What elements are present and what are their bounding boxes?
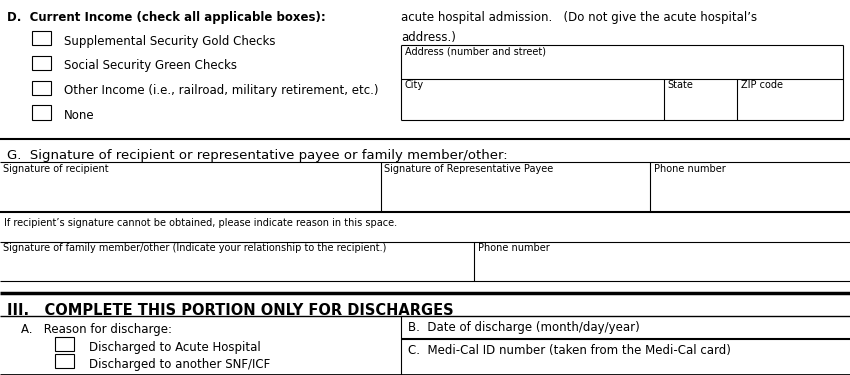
- Text: Address (number and street): Address (number and street): [405, 46, 546, 57]
- Text: ZIP code: ZIP code: [740, 80, 783, 90]
- Text: D.  Current Income (check all applicable boxes):: D. Current Income (check all applicable …: [7, 10, 326, 24]
- Text: City: City: [405, 80, 423, 90]
- Text: C.  Medi-Cal ID number (taken from the Medi-Cal card): C. Medi-Cal ID number (taken from the Me…: [408, 344, 731, 357]
- Text: Other Income (i.e., railroad, military retirement, etc.): Other Income (i.e., railroad, military r…: [64, 84, 378, 97]
- Text: If recipient’s signature cannot be obtained, please indicate reason in this spac: If recipient’s signature cannot be obtai…: [4, 217, 397, 228]
- Bar: [32, 56, 51, 70]
- Text: Signature of recipient: Signature of recipient: [3, 164, 109, 174]
- Text: B.  Date of discharge (month/day/year): B. Date of discharge (month/day/year): [408, 321, 640, 334]
- Text: III.   COMPLETE THIS PORTION ONLY FOR DISCHARGES: III. COMPLETE THIS PORTION ONLY FOR DISC…: [7, 303, 453, 318]
- Bar: [55, 337, 74, 351]
- Text: Social Security Green Checks: Social Security Green Checks: [64, 59, 237, 72]
- Text: Discharged to Acute Hospital: Discharged to Acute Hospital: [89, 341, 261, 354]
- Text: acute hospital admission.   (Do not give the acute hospital’s: acute hospital admission. (Do not give t…: [401, 10, 757, 24]
- Bar: [55, 354, 74, 368]
- Text: Signature of Representative Payee: Signature of Representative Payee: [384, 164, 553, 174]
- Bar: [32, 81, 51, 95]
- Text: State: State: [667, 80, 694, 90]
- Text: Phone number: Phone number: [478, 243, 549, 253]
- Text: Phone number: Phone number: [654, 164, 725, 174]
- Text: A.   Reason for discharge:: A. Reason for discharge:: [21, 323, 173, 336]
- Text: Signature of family member/other (Indicate your relationship to the recipient.): Signature of family member/other (Indica…: [3, 243, 387, 253]
- Text: Discharged to another SNF/ICF: Discharged to another SNF/ICF: [89, 358, 270, 371]
- Text: Supplemental Security Gold Checks: Supplemental Security Gold Checks: [64, 34, 275, 48]
- Text: G.  Signature of recipient or representative payee or family member/other:: G. Signature of recipient or representat…: [7, 148, 507, 162]
- Bar: [32, 105, 51, 120]
- Text: address.): address.): [401, 32, 456, 45]
- Text: None: None: [64, 109, 94, 122]
- Bar: [32, 31, 51, 45]
